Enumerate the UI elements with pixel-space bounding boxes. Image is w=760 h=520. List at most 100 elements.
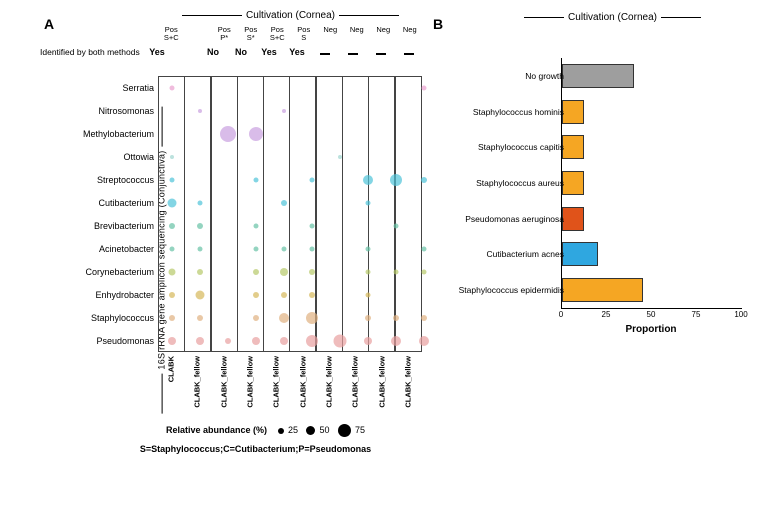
panel-a-legend: Relative abundance (%) 25 50 75	[108, 424, 423, 437]
bubble	[252, 337, 260, 345]
bubble	[197, 269, 203, 275]
plot-column	[263, 76, 290, 352]
row-label: Staphylococcus	[40, 306, 158, 329]
identified-cell	[171, 47, 199, 57]
plot-column	[368, 76, 395, 352]
bar-y-label: Staphylococcus hominis	[434, 100, 568, 124]
bubble	[198, 109, 202, 113]
column-header: Neg	[317, 26, 344, 42]
bubble	[197, 223, 203, 229]
identified-cell: Yes	[255, 47, 283, 57]
x-axis-label: CLABK_fellow	[368, 356, 394, 416]
bubble	[310, 223, 315, 228]
bubble	[170, 155, 174, 159]
column-header: PosS	[291, 26, 318, 42]
x-axis-label: CLABK	[158, 356, 184, 416]
bubble	[281, 200, 287, 206]
bubble	[394, 223, 399, 228]
bubble	[281, 292, 287, 298]
bubble	[168, 337, 176, 345]
plot-column	[316, 76, 343, 352]
bubble	[253, 315, 259, 321]
row-label: Enhydrobacter	[40, 283, 158, 306]
identified-cell: Yes	[143, 47, 171, 57]
bubble	[198, 246, 203, 251]
x-tick: 100	[734, 310, 747, 319]
panel-a-topline: Cultivation (Cornea)	[158, 10, 423, 21]
bubble	[168, 198, 177, 207]
plot-column	[342, 76, 369, 352]
x-axis-label: CLABK_fellow	[211, 356, 237, 416]
panel-a-column-headers: PosS+CPosP*PosS*PosS+CPosSNegNegNegNeg	[158, 26, 423, 42]
bubble	[280, 268, 288, 276]
x-tick: 25	[602, 310, 611, 319]
x-axis-label: CLABK_fellow	[395, 356, 421, 416]
row-label: Pseudomonas	[40, 329, 158, 352]
column-header: PosP*	[211, 26, 238, 42]
bubble	[170, 85, 175, 90]
bubble	[196, 290, 205, 299]
bubble	[197, 315, 203, 321]
bar-y-label: Staphylococcus capitis	[434, 135, 568, 159]
x-axis-label: CLABK_fellow	[237, 356, 263, 416]
bubble	[306, 312, 318, 324]
plot-column	[184, 76, 211, 352]
bubble	[279, 313, 289, 323]
column-header: Neg	[344, 26, 371, 42]
plot-column	[395, 76, 422, 352]
bubble	[170, 246, 175, 251]
x-axis-label: CLABK_fellow	[289, 356, 315, 416]
bubble	[169, 268, 176, 275]
bubble	[169, 223, 175, 229]
x-axis-label: CLABK_fellow	[342, 356, 368, 416]
bar-y-label: Cutibacterium acnes	[434, 242, 568, 266]
bar-y-label: Staphylococcus epidermidis	[434, 278, 568, 302]
bubble	[422, 85, 427, 90]
plot-column	[211, 76, 238, 352]
bubble	[309, 269, 315, 275]
bubble	[366, 292, 371, 297]
bubble	[366, 246, 371, 251]
bubble	[390, 174, 402, 186]
identified-cell	[339, 47, 367, 57]
bubble	[310, 177, 315, 182]
bubble	[363, 175, 373, 185]
panel-b-xlabel: Proportion	[561, 324, 741, 335]
identified-cell: Yes	[283, 47, 311, 57]
bubble	[421, 315, 427, 321]
row-label: Streptococcus	[40, 168, 158, 191]
row-label: Nitrosomonas	[40, 99, 158, 122]
bar-y-label: Pseudomonas aeruginosa	[434, 207, 568, 231]
bubble	[394, 269, 399, 274]
identified-cell	[367, 47, 395, 57]
bubble	[253, 292, 259, 298]
column-header: Neg	[397, 26, 424, 42]
bubble	[365, 315, 371, 321]
panel-b: B Cultivation (Cornea) 0255075100 Propor…	[433, 8, 752, 512]
row-label: Methylobacterium	[40, 122, 158, 145]
row-label: Cutibacterium	[40, 191, 158, 214]
bubble	[254, 246, 259, 251]
bubble	[364, 337, 372, 345]
bubble	[282, 246, 287, 251]
identified-cell: No	[199, 47, 227, 57]
bubble	[422, 269, 427, 274]
bubble	[254, 177, 259, 182]
bubble	[170, 177, 175, 182]
x-axis-label: CLABK_fellow	[316, 356, 342, 416]
bubble	[282, 109, 286, 113]
panel-a-plot	[158, 76, 421, 352]
bubble	[254, 223, 259, 228]
panel-a-x-labels: CLABKCLABK_fellowCLABK_fellowCLABK_fello…	[158, 356, 421, 416]
plot-column	[158, 76, 185, 352]
row-label: Ottowia	[40, 145, 158, 168]
x-tick: 75	[692, 310, 701, 319]
x-axis-label: CLABK_fellow	[184, 356, 210, 416]
bubble	[306, 335, 318, 347]
column-header: PosS*	[238, 26, 265, 42]
row-label: Acinetobacter	[40, 237, 158, 260]
panel-b-topline: Cultivation (Cornea)	[473, 12, 752, 23]
bubble	[310, 246, 315, 251]
column-header: PosS+C	[264, 26, 291, 42]
row-label: Serratia	[40, 76, 158, 99]
